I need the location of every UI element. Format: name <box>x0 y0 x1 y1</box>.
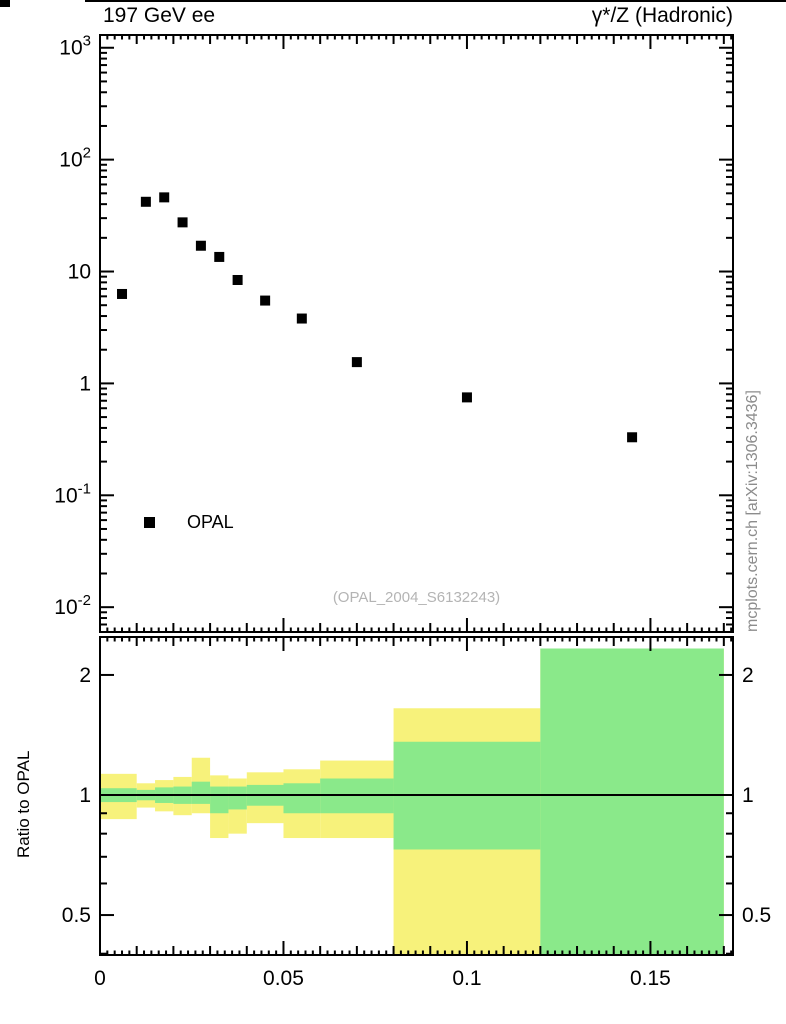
uncertainty-band-inner <box>283 783 321 814</box>
legend-label: OPAL <box>187 512 234 532</box>
ratio-band-group <box>100 648 724 955</box>
log-tick-label: 10-2 <box>54 592 91 619</box>
data-point-marker <box>351 357 362 368</box>
analysis-id-watermark: (OPAL_2004_S6132243) <box>332 589 501 606</box>
tick-label: 0.15 <box>630 967 671 990</box>
legend: OPAL <box>144 512 234 533</box>
tick-label: 1 <box>79 784 91 807</box>
tick-label: 0.05 <box>263 967 304 990</box>
mcplots-attribution-label: mcplots.cern.ch [arXiv:1306.3436] <box>744 390 761 632</box>
data-points-opal <box>117 192 638 443</box>
data-point-marker <box>214 251 225 262</box>
uncertainty-band-inner <box>540 648 724 955</box>
log-tick-label: 10 <box>68 261 91 284</box>
tick-label: 0.5 <box>62 904 91 927</box>
data-point-marker <box>195 240 206 251</box>
data-point-marker <box>627 432 638 443</box>
data-point-marker <box>232 274 243 285</box>
tick-label: 1 <box>742 784 754 807</box>
data-point-marker <box>296 313 307 324</box>
process-title: γ*/Z (Hadronic) <box>591 4 733 27</box>
log-tick-label: 10-1 <box>54 480 91 507</box>
canvas-corner-mark <box>0 0 10 7</box>
log-tick-label: 102 <box>59 145 91 172</box>
tick-label: 0.5 <box>742 904 771 927</box>
tick-label: 2 <box>742 664 754 687</box>
tick-label: 0.1 <box>452 967 481 990</box>
data-point-marker <box>260 295 271 306</box>
canvas-top-border <box>85 0 786 2</box>
log-tick-label: 1 <box>79 372 91 395</box>
uncertainty-band-inner <box>191 781 211 804</box>
data-point-marker <box>159 192 170 203</box>
data-point-marker <box>117 288 128 299</box>
legend-marker-filled-square-icon <box>144 517 155 528</box>
log-tick-label: 103 <box>59 33 91 60</box>
tick-label: 2 <box>79 664 91 687</box>
uncertainty-band-inner <box>228 786 247 810</box>
tick-label: 0 <box>94 967 106 990</box>
data-point-marker <box>177 217 188 228</box>
axes <box>99 34 734 956</box>
data-point-marker <box>140 196 151 207</box>
ratio-axis-title: Ratio to OPAL <box>14 750 33 858</box>
uncertainty-band-inner <box>210 786 229 814</box>
beam-energy-title: 197 GeV ee <box>103 4 216 27</box>
data-point-marker <box>461 392 472 403</box>
